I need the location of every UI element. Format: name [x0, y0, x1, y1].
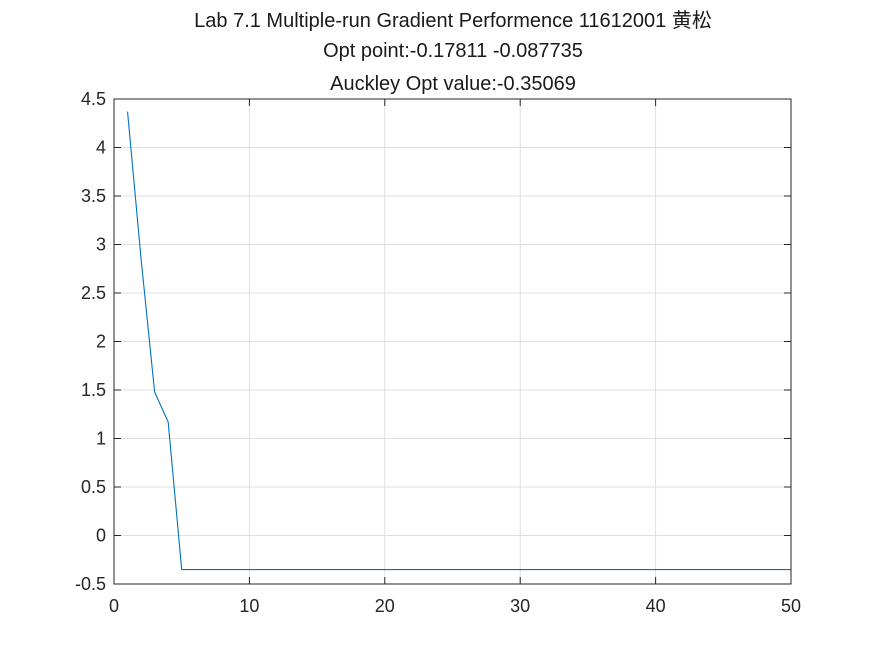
- y-tick-label: 1: [96, 429, 106, 449]
- x-tick-label: 40: [646, 596, 666, 616]
- y-tick-label: 3: [96, 235, 106, 255]
- series-line: [126, 111, 791, 571]
- y-tick-label: 0.5: [81, 477, 106, 497]
- x-tick-label: 10: [239, 596, 259, 616]
- x-tick-label: 30: [510, 596, 530, 616]
- chart-title-line-2: Opt point:-0.17811 -0.087735: [323, 40, 583, 62]
- grid: [113, 98, 792, 585]
- y-tick-label: 2.5: [81, 283, 106, 303]
- tick-marks: [113, 98, 792, 585]
- x-axis-tick-labels: 0 10 20 30 40 50: [109, 596, 801, 616]
- y-axis-tick-labels: -0.5 0 0.5 1 1.5 2 2.5 3 3.5 4 4.5: [75, 89, 106, 594]
- y-tick-label: 4: [96, 138, 106, 158]
- y-tick-label: 0: [96, 526, 106, 546]
- y-tick-label: 1.5: [81, 380, 106, 400]
- chart-titles: Lab 7.1 Multiple-run Gradient Performenc…: [194, 9, 712, 95]
- y-tick-label: -0.5: [75, 574, 106, 594]
- x-tick-label: 50: [781, 596, 801, 616]
- chart-title-line-1: Lab 7.1 Multiple-run Gradient Performenc…: [194, 9, 712, 32]
- y-tick-label: 3.5: [81, 186, 106, 206]
- series-layer: [126, 111, 791, 571]
- y-tick-label: 2: [96, 332, 106, 352]
- x-tick-label: 0: [109, 596, 119, 616]
- y-tick-label: 4.5: [81, 89, 106, 109]
- x-tick-label: 20: [375, 596, 395, 616]
- chart-title-line-3: Auckley Opt value:-0.35069: [330, 73, 576, 95]
